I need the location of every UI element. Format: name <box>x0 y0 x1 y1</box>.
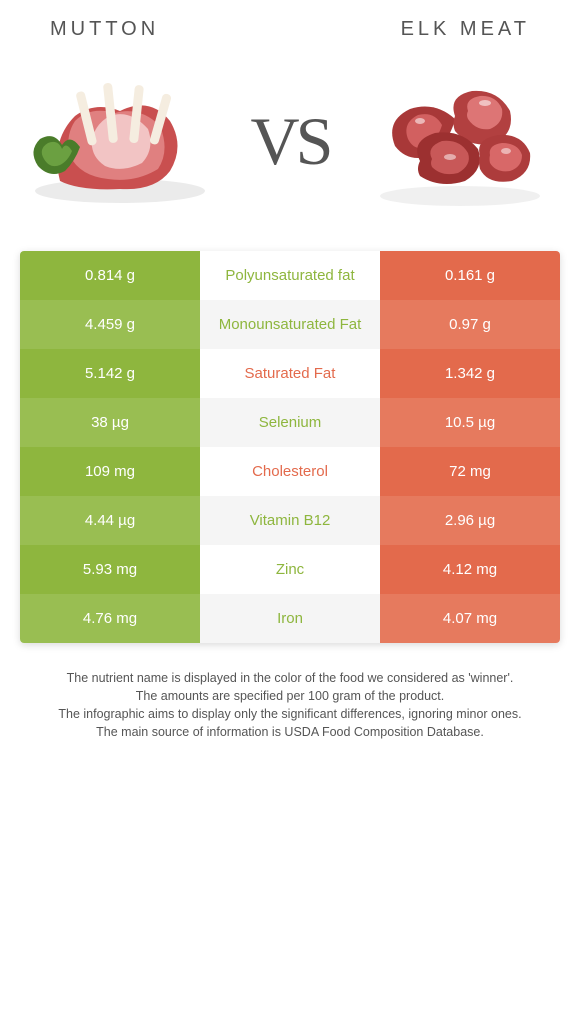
footer-line: The nutrient name is displayed in the co… <box>40 669 540 687</box>
nutrient-label: Selenium <box>200 398 380 447</box>
table-row: 4.76 mgIron4.07 mg <box>20 594 560 643</box>
nutrient-label: Monounsaturated Fat <box>200 300 380 349</box>
vs-label: VS <box>251 102 330 181</box>
table-row: 38 µgSelenium10.5 µg <box>20 398 560 447</box>
nutrient-label: Cholesterol <box>200 447 380 496</box>
title-row: MUTTON ELK MEAT <box>0 0 580 51</box>
value-right: 2.96 µg <box>380 496 560 545</box>
nutrient-label: Vitamin B12 <box>200 496 380 545</box>
value-right: 0.161 g <box>380 251 560 300</box>
value-left: 5.93 mg <box>20 545 200 594</box>
nutrient-label: Zinc <box>200 545 380 594</box>
title-left: MUTTON <box>50 18 159 41</box>
footer-line: The amounts are specified per 100 gram o… <box>40 687 540 705</box>
value-right: 10.5 µg <box>380 398 560 447</box>
comparison-table: 0.814 gPolyunsaturated fat0.161 g4.459 g… <box>20 251 560 643</box>
value-right: 72 mg <box>380 447 560 496</box>
mutton-image <box>20 61 220 221</box>
value-left: 38 µg <box>20 398 200 447</box>
infographic-container: MUTTON ELK MEAT VS <box>0 0 580 742</box>
value-left: 4.459 g <box>20 300 200 349</box>
value-left: 5.142 g <box>20 349 200 398</box>
footer-line: The main source of information is USDA F… <box>40 723 540 741</box>
value-left: 109 mg <box>20 447 200 496</box>
value-left: 0.814 g <box>20 251 200 300</box>
elk-image <box>360 61 560 221</box>
footer-notes: The nutrient name is displayed in the co… <box>40 669 540 742</box>
table-row: 4.459 gMonounsaturated Fat0.97 g <box>20 300 560 349</box>
value-left: 4.44 µg <box>20 496 200 545</box>
nutrient-label: Iron <box>200 594 380 643</box>
value-right: 1.342 g <box>380 349 560 398</box>
nutrient-label: Polyunsaturated fat <box>200 251 380 300</box>
table-row: 109 mgCholesterol72 mg <box>20 447 560 496</box>
footer-line: The infographic aims to display only the… <box>40 705 540 723</box>
value-right: 4.07 mg <box>380 594 560 643</box>
table-row: 5.93 mgZinc4.12 mg <box>20 545 560 594</box>
value-right: 0.97 g <box>380 300 560 349</box>
table-row: 4.44 µgVitamin B122.96 µg <box>20 496 560 545</box>
nutrient-label: Saturated Fat <box>200 349 380 398</box>
value-right: 4.12 mg <box>380 545 560 594</box>
title-right: ELK MEAT <box>401 18 530 41</box>
table-row: 0.814 gPolyunsaturated fat0.161 g <box>20 251 560 300</box>
value-left: 4.76 mg <box>20 594 200 643</box>
hero-row: VS <box>0 51 580 251</box>
table-row: 5.142 gSaturated Fat1.342 g <box>20 349 560 398</box>
